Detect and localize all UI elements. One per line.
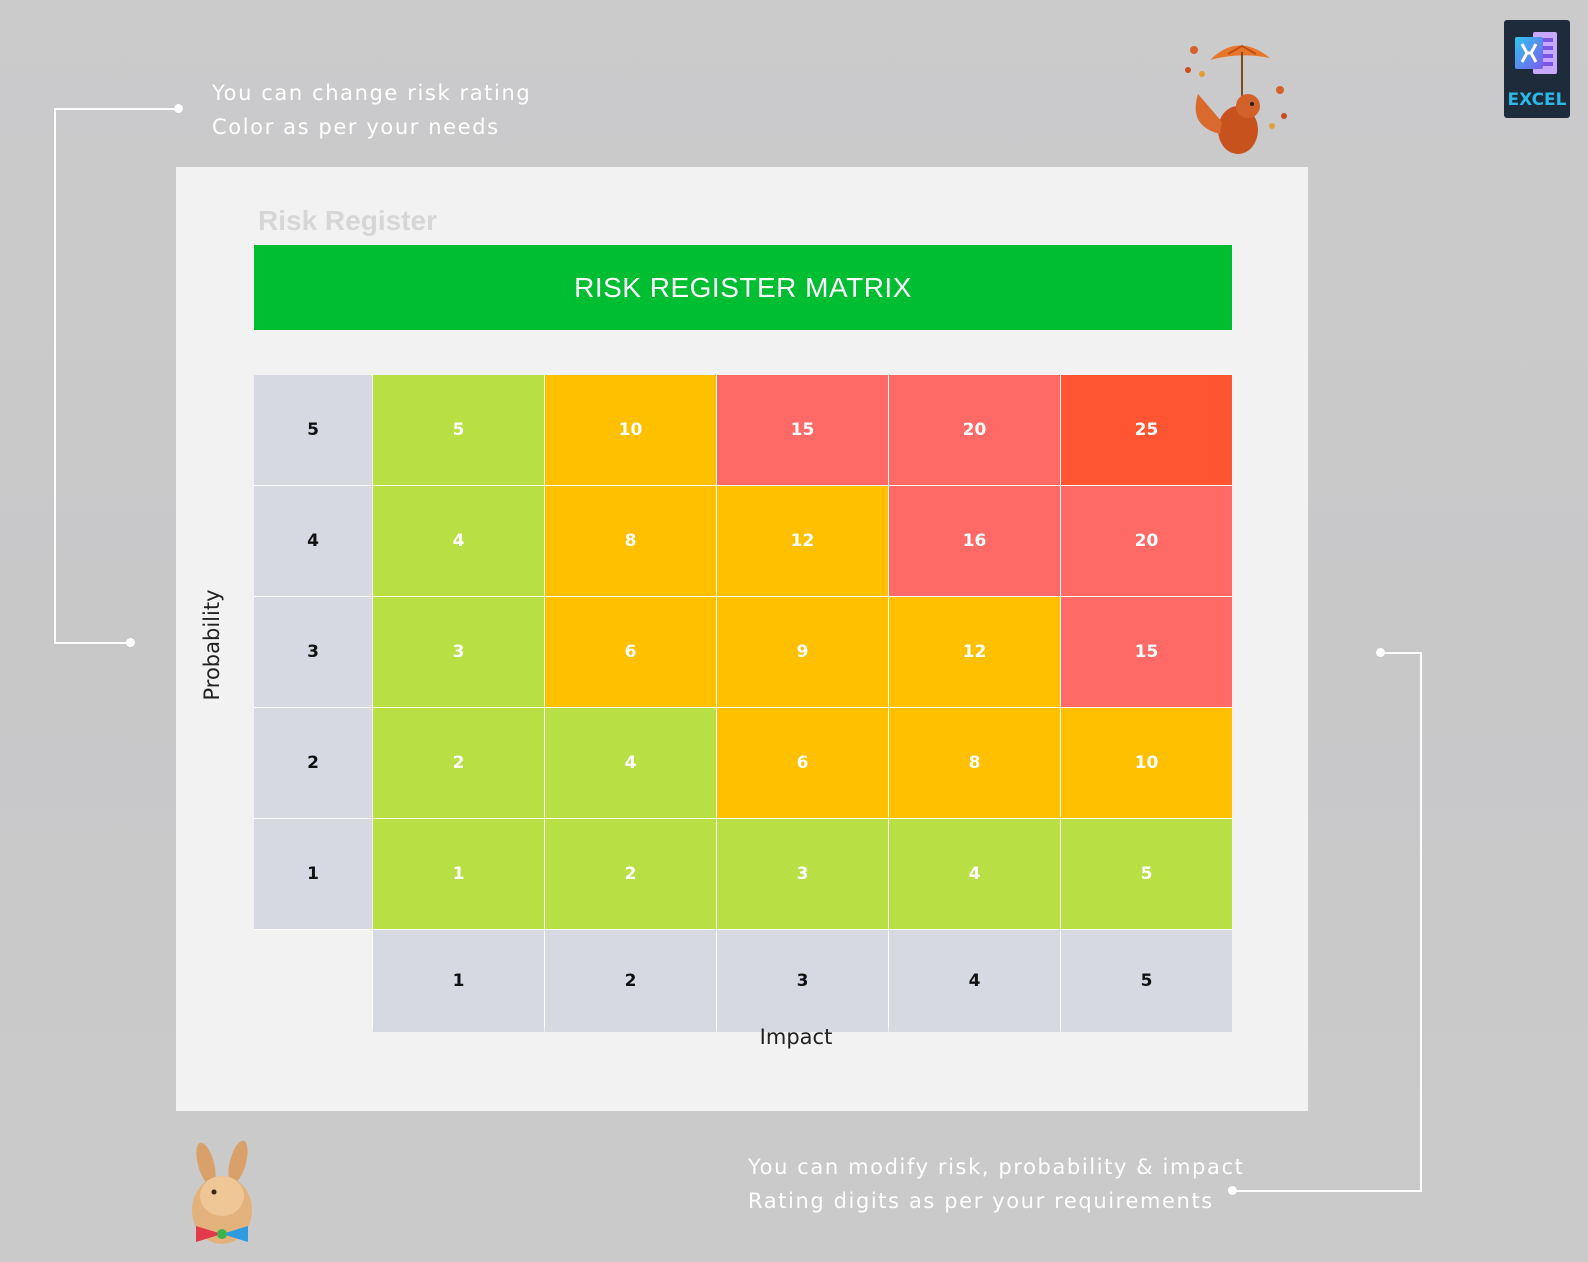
risk-score-cell[interactable]: 15 <box>1061 597 1232 707</box>
risk-score-cell[interactable]: 2 <box>373 708 544 818</box>
callout-color-tip: You can change risk rating Color as per … <box>212 76 531 144</box>
sheet-title: Risk Register <box>258 205 437 236</box>
risk-score-cell[interactable]: 20 <box>1061 486 1232 596</box>
risk-score-cell[interactable]: 4 <box>545 708 716 818</box>
risk-score-cell[interactable]: 1 <box>373 819 544 929</box>
callout-modify-line-1: You can modify risk, probability & impac… <box>748 1155 1245 1179</box>
risk-score-cell[interactable]: 4 <box>373 486 544 596</box>
probability-level-cell[interactable]: 5 <box>254 375 372 485</box>
risk-score-cell[interactable]: 10 <box>545 375 716 485</box>
callout-connector <box>54 108 178 110</box>
risk-score-cell[interactable]: 8 <box>545 486 716 596</box>
callout-connector <box>1380 652 1422 654</box>
risk-score-cell[interactable]: 3 <box>717 819 888 929</box>
impact-level-cell[interactable]: 2 <box>545 930 716 1032</box>
impact-level-cell[interactable]: 3 <box>717 930 888 1032</box>
risk-score-cell[interactable]: 20 <box>889 375 1060 485</box>
callout-connector <box>1232 1190 1422 1192</box>
impact-level-cell[interactable]: 5 <box>1061 930 1232 1032</box>
risk-score-cell[interactable]: 5 <box>373 375 544 485</box>
risk-score-cell[interactable]: 25 <box>1061 375 1232 485</box>
risk-score-cell[interactable]: 6 <box>545 597 716 707</box>
callout-connector <box>54 108 56 644</box>
risk-score-cell[interactable]: 12 <box>717 486 888 596</box>
risk-score-cell[interactable]: 9 <box>717 597 888 707</box>
rabbit-bowtie-illustration <box>192 1140 252 1244</box>
callout-connector <box>54 642 128 644</box>
risk-score-cell[interactable]: 10 <box>1061 708 1232 818</box>
risk-matrix: 5 5 10 15 20 25 4 4 8 12 16 20 3 3 6 9 12 15 2 2 4 6 8 10 1 1 2 3 4 5… <box>254 375 1232 1032</box>
risk-score-cell[interactable]: 16 <box>889 486 1060 596</box>
spreadsheet-card: Risk Register RISK REGISTER MATRIX 5 5 10 1… <box>176 167 1308 1111</box>
risk-score-cell[interactable]: 4 <box>889 819 1060 929</box>
callout-dot <box>126 638 135 647</box>
risk-score-cell[interactable]: 15 <box>717 375 888 485</box>
excel-icon <box>1515 32 1557 74</box>
risk-score-cell[interactable]: 2 <box>545 819 716 929</box>
probability-level-cell[interactable]: 2 <box>254 708 372 818</box>
callout-dot <box>174 104 183 113</box>
risk-score-cell[interactable]: 12 <box>889 597 1060 707</box>
callout-dot <box>1228 1186 1237 1195</box>
probability-axis-label: Probability <box>200 589 224 701</box>
callout-color-line-1: You can change risk rating <box>212 81 532 105</box>
excel-label: EXCEL <box>1507 90 1567 110</box>
matrix-banner[interactable]: RISK REGISTER MATRIX <box>254 245 1232 330</box>
risk-score-cell[interactable]: 3 <box>373 597 544 707</box>
impact-level-cell[interactable]: 1 <box>373 930 544 1032</box>
risk-score-cell[interactable]: 5 <box>1061 819 1232 929</box>
callout-connector <box>1420 652 1422 1192</box>
risk-score-cell[interactable]: 6 <box>717 708 888 818</box>
probability-level-cell[interactable]: 3 <box>254 597 372 707</box>
corner-cell <box>254 930 372 1032</box>
impact-axis-label: Impact <box>759 1025 833 1049</box>
callout-modify-line-2: Rating digits as per your requirements <box>748 1189 1214 1213</box>
callout-dot <box>1376 648 1385 657</box>
squirrel-umbrella-illustration <box>1185 44 1287 154</box>
probability-level-cell[interactable]: 4 <box>254 486 372 596</box>
impact-level-cell[interactable]: 4 <box>889 930 1060 1032</box>
risk-score-cell[interactable]: 8 <box>889 708 1060 818</box>
callout-color-line-2: Color as per your needs <box>212 115 500 139</box>
probability-level-cell[interactable]: 1 <box>254 819 372 929</box>
callout-modify-tip: You can modify risk, probability & impac… <box>748 1150 1244 1218</box>
excel-badge: EXCEL <box>1504 20 1570 118</box>
